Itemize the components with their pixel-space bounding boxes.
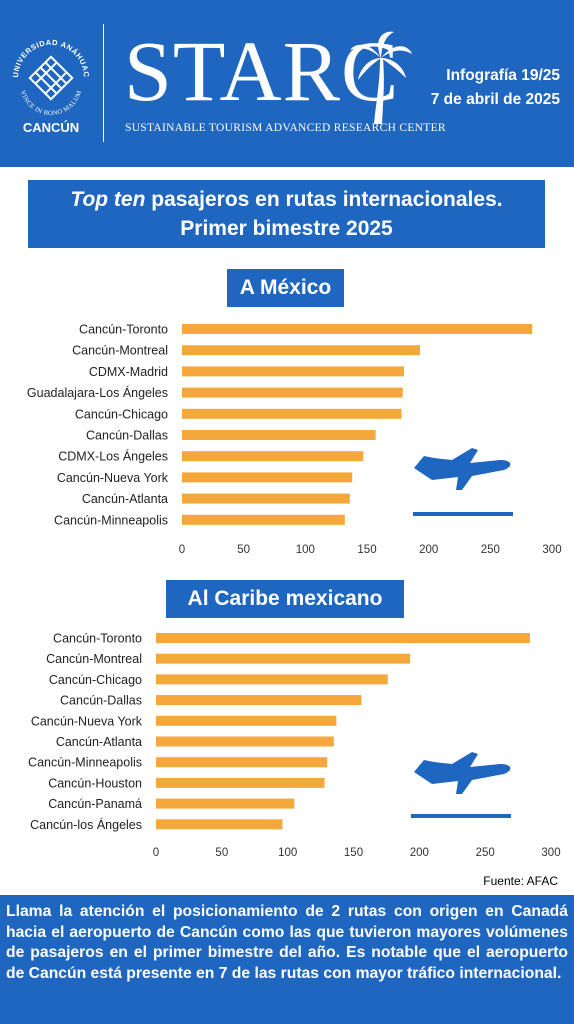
category-label: Cancún-Chicago [49, 673, 142, 687]
bar [156, 674, 388, 685]
x-tick-label: 0 [153, 847, 159, 859]
bar [156, 653, 411, 664]
category-label: Cancún-Montreal [46, 652, 142, 666]
palm-tree-icon [350, 31, 412, 124]
bar [182, 493, 350, 504]
category-label: Cancún-Chicago [75, 407, 168, 421]
bar [182, 345, 421, 356]
bar [182, 366, 404, 377]
x-tick-label: 250 [476, 847, 495, 859]
bar [156, 777, 325, 788]
source-note: Fuente: AFAC [483, 874, 558, 888]
airplane-takeoff-icon [413, 448, 513, 516]
anahuac-logo-icon: UNIVERSIDAD ANÁHUAC VINCE IN BONO MALUM [11, 38, 91, 117]
header-banner: UNIVERSIDAD ANÁHUAC VINCE IN BONO MALUM … [0, 0, 574, 167]
bar [182, 387, 403, 398]
category-label: Cancún-Panamá [48, 797, 142, 811]
x-tick-label: 100 [278, 847, 297, 859]
chart2-title: Al Caribe mexicano [166, 580, 404, 618]
x-tick-label: 50 [215, 847, 228, 859]
title-line-1: Top ten pasajeros en rutas internacional… [28, 185, 545, 214]
bar [156, 715, 337, 726]
bar [182, 451, 364, 462]
bar [156, 695, 362, 706]
title-rest: pasajeros en rutas internacionales. [145, 188, 503, 211]
page-title: Top ten pasajeros en rutas internacional… [28, 180, 545, 248]
infographic-meta: Infografía 19/25 7 de abril de 2025 [431, 64, 560, 112]
chart-caribe-mexicano: Cancún-Toronto Cancún-Montreal Cancún-Chic… [28, 632, 561, 860]
infographic-number: Infografía 19/25 [446, 67, 560, 84]
anahuac-logo: UNIVERSIDAD ANÁHUAC VINCE IN BONO MALUM … [8, 34, 94, 135]
campus-name: CANCÚN [22, 120, 80, 135]
category-label: Cancún-los Ángeles [30, 817, 142, 832]
bar [182, 430, 376, 440]
category-label: Cancún-Houston [48, 776, 142, 790]
bar [156, 757, 328, 768]
university-motto-text: VINCE IN BONO MALUM [19, 90, 83, 117]
infographic-date: 7 de abril de 2025 [430, 91, 560, 108]
bar [182, 472, 353, 483]
category-label: Cancún-Nueva York [57, 471, 169, 485]
category-label: Cancún-Minneapolis [54, 513, 168, 527]
bar [156, 736, 334, 747]
category-label: CDMX-Los Ángeles [58, 449, 168, 464]
category-label: Cancún-Dallas [86, 429, 168, 443]
x-tick-label: 150 [357, 544, 376, 556]
header-divider [103, 24, 104, 142]
x-tick-label: 200 [419, 544, 438, 556]
bar [182, 514, 345, 525]
category-label: Cancún-Toronto [53, 632, 142, 646]
x-tick-label: 300 [541, 847, 560, 859]
x-tick-label: 150 [344, 847, 363, 859]
x-tick-label: 100 [296, 544, 315, 556]
title-italic: Top ten [70, 188, 146, 211]
x-tick-label: 0 [179, 544, 185, 556]
bar [156, 633, 530, 643]
x-tick-label: 200 [410, 847, 429, 859]
svg-text:VINCE IN BONO MALUM: VINCE IN BONO MALUM [19, 90, 83, 117]
x-tick-label: 50 [237, 544, 250, 556]
x-tick-label: 250 [481, 544, 500, 556]
category-label: Cancún-Toronto [79, 323, 168, 337]
title-line-2: Primer bimestre 2025 [180, 217, 393, 240]
footer-commentary: Llama la atención el posicionamiento de … [0, 895, 574, 1024]
category-label: CDMX-Madrid [89, 365, 168, 379]
x-tick-label: 300 [542, 544, 561, 556]
bar [182, 408, 402, 419]
bar [156, 798, 295, 809]
category-label: Cancún-Atlanta [56, 735, 142, 749]
bar [182, 324, 533, 334]
category-label: Cancún-Montreal [72, 344, 168, 358]
category-label: Cancún-Atlanta [82, 492, 168, 506]
chart-a-mexico: Cancún-Toronto Cancún-Montreal CDMX-Madrid… [27, 323, 562, 557]
category-label: Cancún-Nueva York [31, 714, 143, 728]
airplane-takeoff-icon [411, 752, 511, 818]
bar [156, 819, 283, 830]
starc-brand: STARC [124, 23, 400, 119]
category-label: Cancún-Minneapolis [28, 756, 142, 770]
category-label: Cancún-Dallas [60, 694, 142, 708]
category-label: Guadalajara-Los Ángeles [27, 385, 168, 400]
starc-subtitle: SUSTAINABLE TOURISM ADVANCED RESEARCH CE… [125, 122, 446, 134]
chart1-title: A México [227, 269, 344, 307]
